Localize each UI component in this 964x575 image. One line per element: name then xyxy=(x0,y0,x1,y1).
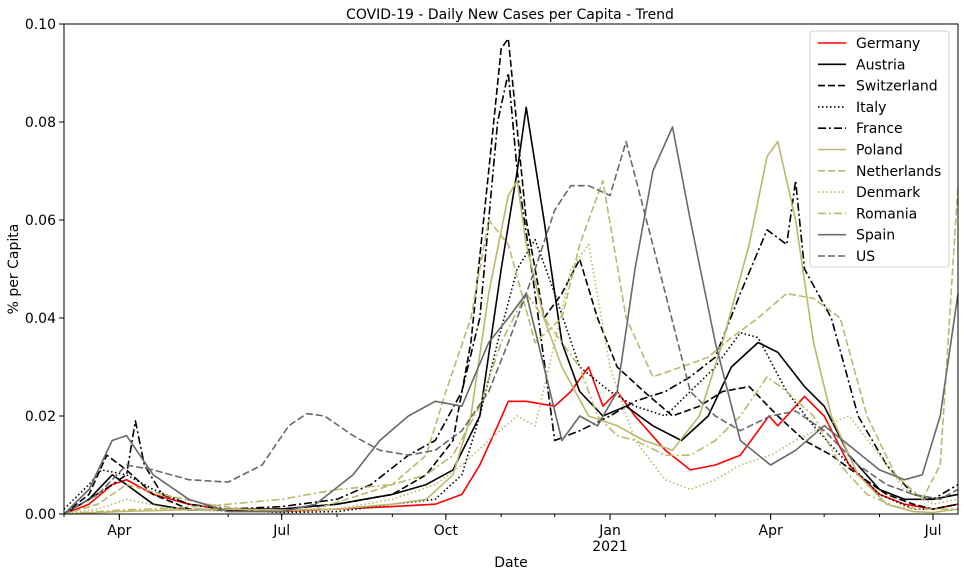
x-tick-label: Jul xyxy=(924,523,942,539)
legend-label: Denmark xyxy=(856,185,921,201)
legend-box xyxy=(809,30,950,268)
x-tick-label: Jan xyxy=(598,523,621,539)
plot-area xyxy=(64,37,958,514)
series-line-romania xyxy=(64,292,958,514)
x-tick-label: Jul xyxy=(272,523,290,539)
y-tick-label: 0.10 xyxy=(25,17,56,33)
y-tick-label: 0.08 xyxy=(25,115,56,131)
y-tick-label: 0.02 xyxy=(25,409,56,425)
legend-label: Italy xyxy=(856,100,886,116)
legend-label: Switzerland xyxy=(856,79,938,95)
legend-label: Netherlands xyxy=(856,164,941,180)
y-tick-label: 0.06 xyxy=(25,213,56,229)
legend-label: Spain xyxy=(856,228,895,244)
series-line-us xyxy=(64,140,958,514)
y-tick-label: 0.00 xyxy=(25,507,56,523)
series-line-netherlands xyxy=(64,180,958,514)
legend: Germany Austria Switzerland Italy France Pola… xyxy=(809,30,950,268)
x-tick-label: Oct xyxy=(434,523,459,539)
y-axis-label: % per Capita xyxy=(6,224,22,315)
legend-label: Poland xyxy=(856,143,903,159)
series-line-denmark xyxy=(64,243,958,514)
series-line-italy xyxy=(64,238,958,514)
x-tick-sublabel: 2021 xyxy=(592,539,628,555)
x-tick-label: Apr xyxy=(759,523,783,539)
legend-label: France xyxy=(856,121,903,137)
legend-label: Austria xyxy=(856,57,905,73)
y-axis: 0.00 0.02 0.04 0.06 0.08 0.10 xyxy=(25,17,64,523)
chart-title: COVID-19 - Daily New Cases per Capita - … xyxy=(346,7,674,23)
x-axis-label: Date xyxy=(494,555,527,571)
series-line-spain xyxy=(64,126,958,514)
legend-label: Romania xyxy=(856,206,917,222)
series-line-poland xyxy=(64,140,958,514)
legend-label: US xyxy=(856,249,875,265)
y-tick-label: 0.04 xyxy=(25,311,56,327)
x-tick-label: Apr xyxy=(107,523,131,539)
axes-frame xyxy=(63,23,959,515)
legend-label: Germany xyxy=(856,36,920,52)
